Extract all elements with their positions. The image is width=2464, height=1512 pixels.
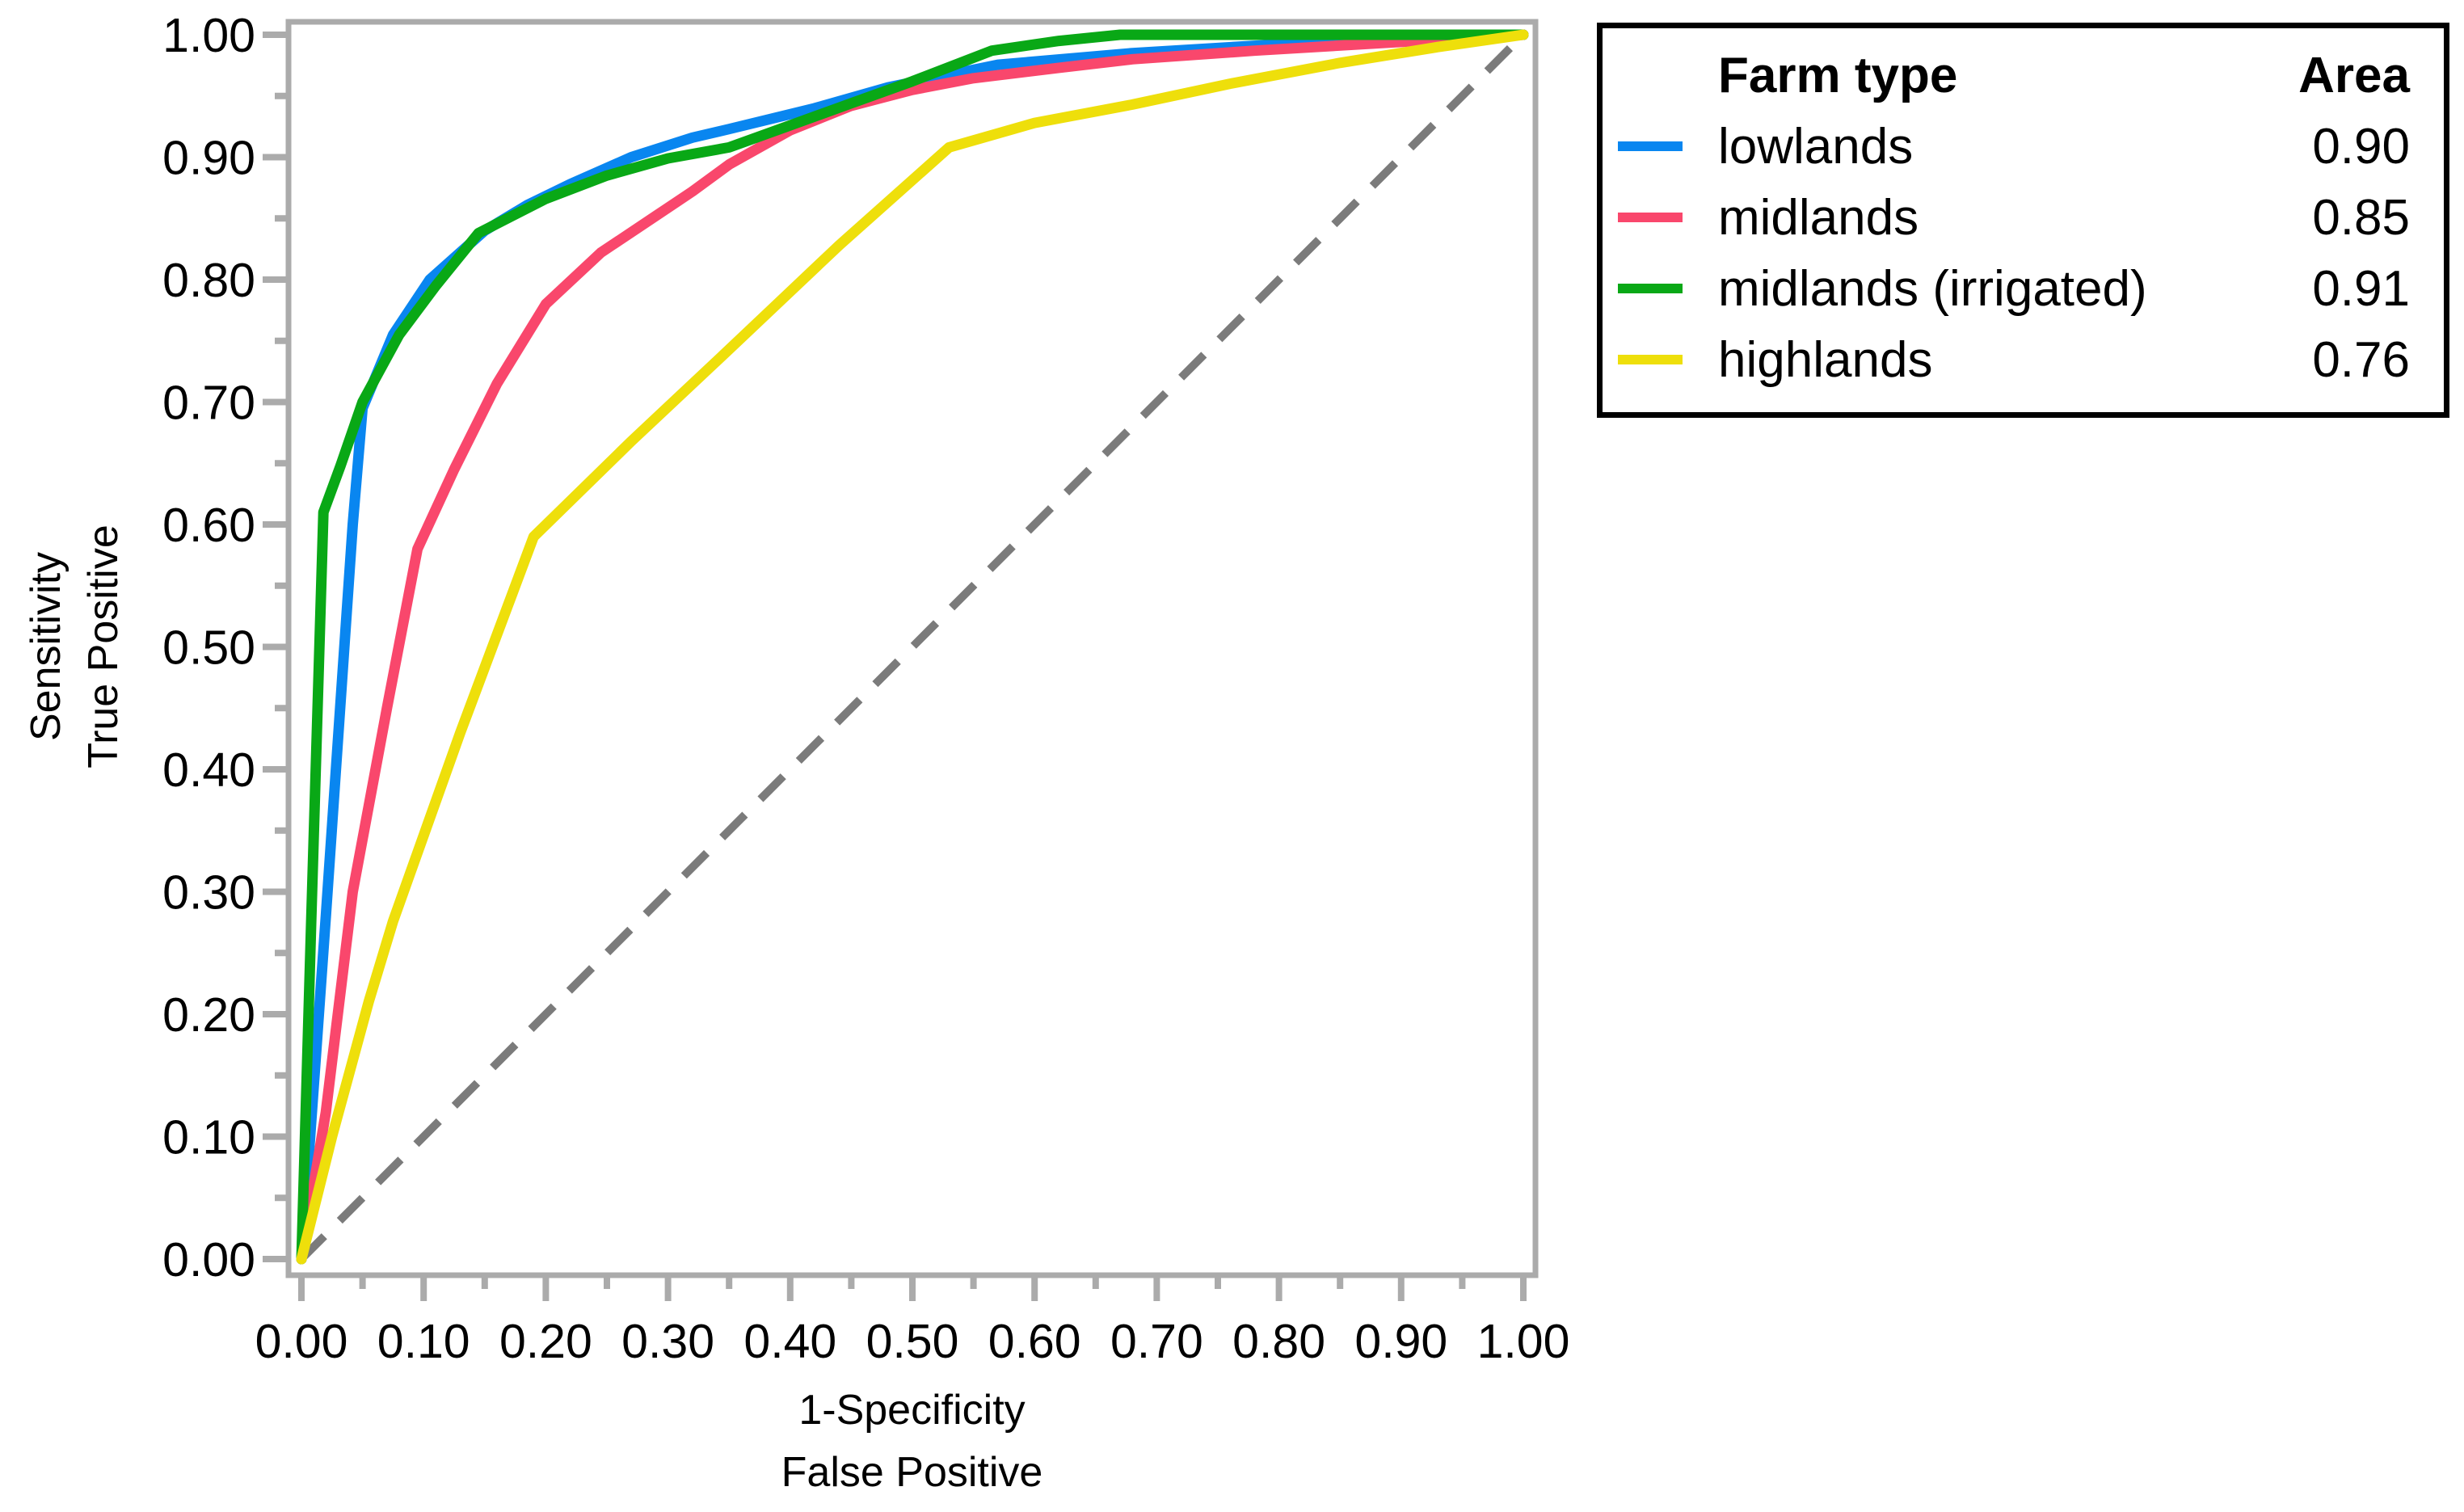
legend-area-midlands: 0.85: [2312, 189, 2410, 246]
x-tick-label: 0.90: [1354, 1315, 1447, 1368]
x-tick-label: 0.00: [255, 1315, 348, 1368]
x-tick-label: 0.40: [743, 1315, 836, 1368]
y-tick-label: 0.70: [162, 377, 255, 430]
x-tick-label: 0.70: [1110, 1315, 1203, 1368]
y-tick-label: 0.40: [162, 743, 255, 797]
legend-area-header: Area: [2298, 47, 2410, 103]
legend-row-highlands: highlands 0.76: [1618, 324, 2410, 395]
y-axis-title-line2: True Positive: [80, 524, 127, 769]
legend-label-highlands: highlands: [1718, 331, 1933, 388]
y-tick-label: 0.00: [162, 1233, 255, 1287]
x-tick-label: 0.30: [621, 1315, 714, 1368]
y-tick-label: 0.50: [162, 621, 255, 675]
x-tick-label: 0.20: [499, 1315, 592, 1368]
x-tick-label: 0.50: [866, 1315, 959, 1368]
legend-header-row: Farm type Area: [1618, 40, 2410, 111]
roc-curve-midlands-irrigated-: [296, 29, 1529, 1265]
legend-swatch-midlands-irrigated: [1618, 284, 1683, 293]
y-tick-label: 0.80: [162, 254, 255, 307]
x-tick-label: 1.00: [1477, 1315, 1570, 1368]
y-tick-label: 0.10: [162, 1111, 255, 1165]
y-tick-label: 0.30: [162, 866, 255, 920]
legend-header-spacer: [1618, 70, 1683, 80]
legend-area-highlands: 0.76: [2312, 331, 2410, 388]
legend-swatch-lowlands: [1618, 141, 1683, 151]
y-tick-label: 1.00: [162, 9, 255, 62]
y-tick-label: 0.90: [162, 132, 255, 185]
legend-title: Farm type: [1718, 47, 1958, 103]
y-tick-label: 0.20: [162, 988, 255, 1042]
y-axis-title-line1: Sensitivity: [23, 551, 69, 742]
legend: Farm type Area lowlands 0.90 midlands 0.…: [1597, 23, 2449, 418]
chance-diagonal-reference-line: [298, 32, 1527, 1262]
legend-swatch-midlands: [1618, 213, 1683, 222]
roc-curve-highlands: [296, 29, 1529, 1265]
x-tick-label: 0.80: [1232, 1315, 1325, 1368]
x-axis-title-line2: False Positive: [781, 1449, 1043, 1496]
legend-row-midlands: midlands 0.85: [1618, 182, 2410, 253]
x-tick-label: 0.10: [377, 1315, 470, 1368]
legend-label-midlands: midlands: [1718, 189, 1919, 246]
x-tick-label: 0.60: [988, 1315, 1081, 1368]
legend-swatch-highlands: [1618, 355, 1683, 364]
y-tick-label: 0.60: [162, 499, 255, 552]
legend-area-midlands-irrigated: 0.91: [2312, 260, 2410, 317]
legend-label-midlands-irrigated: midlands (irrigated): [1718, 260, 2147, 317]
legend-row-midlands-irrigated: midlands (irrigated) 0.91: [1618, 253, 2410, 324]
roc-curve-midlands: [296, 29, 1529, 1265]
legend-label-lowlands: lowlands: [1718, 118, 1914, 175]
x-axis-title-line1: 1-Specificity: [798, 1387, 1026, 1434]
legend-row-lowlands: lowlands 0.90: [1618, 111, 2410, 182]
legend-area-lowlands: 0.90: [2312, 118, 2410, 175]
